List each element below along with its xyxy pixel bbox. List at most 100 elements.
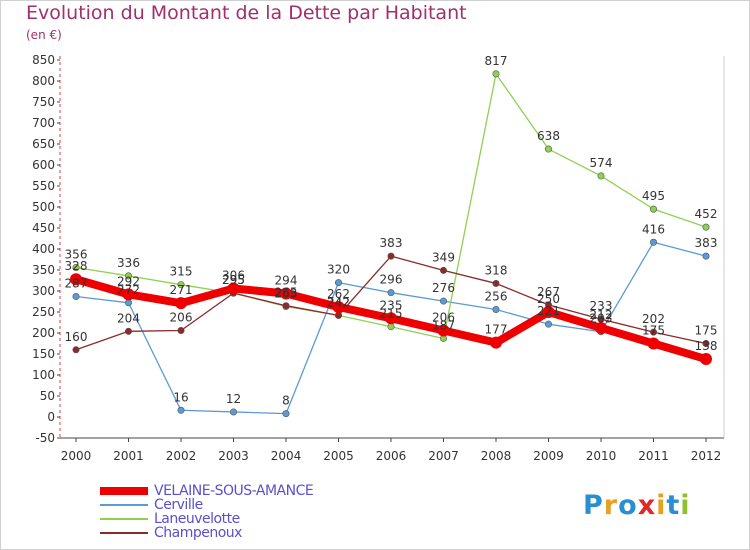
data-point [544,320,552,328]
chart-axes: -50 0 50 100 150 200 250 300 350 400 450 500 550 600 6… [32,53,725,463]
data-label: 242 [327,295,350,309]
x-tick-label: 2009 [533,449,564,463]
legend-label-laneuvelotte: Laneuvelotte [154,511,240,527]
data-label: 315 [170,265,193,279]
data-label: 638 [537,129,560,143]
y-tick-label: 550 [32,179,55,193]
data-label: 263 [275,287,298,301]
data-label: 212 [590,308,613,322]
data-label: 138 [695,339,718,353]
y-tick-label: 400 [32,242,55,256]
data-label: 256 [485,289,508,303]
data-label: 187 [432,318,455,332]
data-point [702,223,710,231]
legend-label-cerville: Cerville [154,497,203,513]
data-label: 267 [537,285,560,299]
data-point [492,305,500,313]
x-tick-label: 2004 [271,449,302,463]
y-tick-label: 650 [32,137,55,151]
data-point [649,205,657,213]
legend-swatch-laneuvelotte [100,518,148,520]
data-label: 295 [222,273,245,287]
data-label: 175 [642,324,665,338]
data-point [177,406,185,414]
y-tick-label: 350 [32,263,55,277]
data-label: 294 [275,274,298,288]
data-label: 204 [117,311,140,325]
data-label: 416 [642,222,665,236]
data-point [597,172,605,180]
legend-swatch-champenoux [100,532,148,534]
legend-item-champenoux: Champenoux [100,525,313,541]
data-point [72,292,80,300]
data-point [177,281,185,289]
chart-series [70,70,712,418]
data-point [542,306,555,318]
data-point [387,323,395,331]
data-label: 221 [537,304,560,318]
data-label: 383 [380,236,403,250]
x-tick-label: 2003 [218,449,249,463]
data-label: 452 [695,207,718,221]
data-label: 817 [485,54,508,68]
data-label: 160 [65,330,88,344]
data-label: 328 [65,259,88,273]
data-label: 292 [117,274,140,288]
x-tick-label: 2012 [691,449,722,463]
data-label: 12 [226,392,241,406]
data-point [122,288,135,301]
data-label: 296 [380,273,403,287]
legend-label-velaine: VELAINE-SOUS-AMANCE [154,483,314,499]
legend-item-velaine: VELAINE-SOUS-AMANCE [100,483,314,499]
data-point [649,238,657,246]
x-tick-label: 2002 [166,449,197,463]
data-label: 271 [170,283,193,297]
data-point [70,273,82,286]
y-tick-label: 200 [32,326,55,340]
y-tick-label: -50 [35,431,55,445]
legend-item-cerville: Cerville [100,497,313,513]
legend-label-champenoux: Champenoux [154,525,242,541]
data-point [280,287,292,300]
data-label: 8 [282,394,290,408]
data-point [492,279,500,287]
data-point [702,252,710,260]
data-label: 206 [170,310,193,324]
data-point [125,327,133,335]
data-point [334,279,342,287]
data-point [437,324,450,337]
y-tick-label: 750 [32,95,55,109]
logo-letter: i [680,490,691,521]
data-point [125,299,133,307]
data-label: 215 [380,307,403,321]
logo-letter: o [618,490,638,521]
data-point [72,346,80,354]
data-label: 177 [485,323,508,337]
y-tick-label: 850 [32,53,55,67]
data-label: 320 [327,263,350,277]
data-point [177,326,185,334]
y-tick-label: 600 [32,158,55,172]
data-point [282,302,290,310]
data-label: 287 [65,276,88,290]
data-label: 276 [432,281,455,295]
legend-swatch-cerville [100,504,148,506]
data-label: 383 [695,236,718,250]
y-tick-label: 300 [32,284,55,298]
x-tick-label: 2008 [481,449,512,463]
y-tick-label: 500 [32,200,55,214]
data-point [595,321,607,334]
data-point [647,337,660,350]
data-label: 272 [117,283,140,297]
data-label: 356 [65,247,88,261]
data-label: 203 [590,312,613,326]
data-point [230,408,238,416]
data-point [332,300,345,313]
data-point [125,272,133,280]
data-point [702,339,710,347]
data-label: 318 [485,263,508,277]
chart-title: Evolution du Montant de la Dette par Hab… [26,2,467,24]
data-point [490,336,502,349]
